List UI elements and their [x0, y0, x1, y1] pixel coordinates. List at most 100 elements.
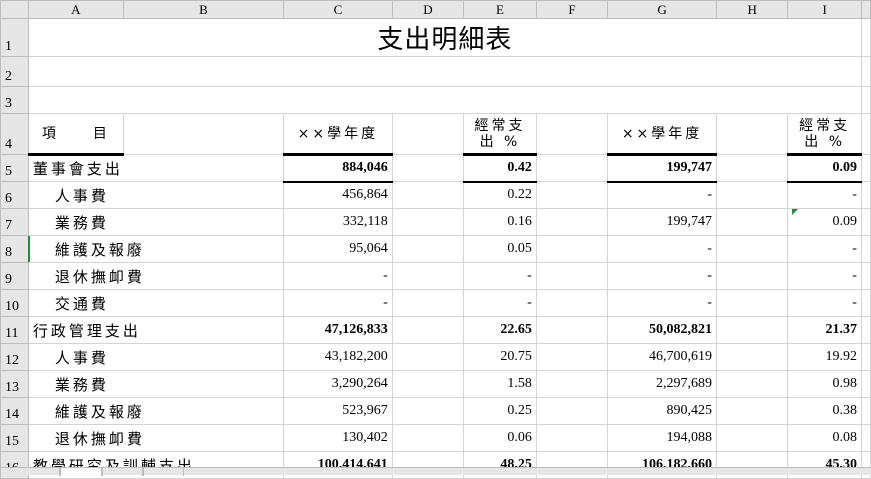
row-header[interactable]: 7 [0, 208, 29, 236]
row-header[interactable]: 15 [0, 424, 29, 452]
cell[interactable] [535, 262, 609, 290]
column-header-j[interactable] [860, 0, 871, 19]
cell-year2-pct[interactable]: 0.98 [787, 370, 862, 398]
cell-year1-amount[interactable]: 130,402 [283, 424, 393, 452]
cell-year2-amount[interactable]: 199,747 [607, 208, 717, 236]
cell[interactable] [715, 370, 789, 398]
cell-year2-pct[interactable]: 21.37 [787, 316, 862, 344]
cell[interactable] [860, 343, 871, 371]
cell[interactable] [391, 154, 465, 182]
cell-year1-amount[interactable]: 456,864 [283, 181, 393, 209]
cell-year2-amount[interactable]: 46,700,619 [607, 343, 717, 371]
cell[interactable] [715, 424, 789, 452]
row-header[interactable]: 4 [0, 113, 29, 155]
cell[interactable] [860, 208, 871, 236]
row-label[interactable]: 董事會支出 [27, 154, 285, 182]
cell[interactable] [715, 397, 789, 425]
cell[interactable] [391, 113, 465, 155]
cell[interactable] [391, 397, 465, 425]
cell[interactable] [391, 424, 465, 452]
column-header-g[interactable]: G [607, 0, 717, 19]
cell-year2-pct[interactable]: 0.09 [787, 154, 862, 183]
cell-year2-pct[interactable]: 0.38 [787, 397, 862, 425]
cell[interactable] [715, 154, 789, 182]
cell[interactable] [715, 316, 789, 344]
row-header[interactable]: 9 [0, 262, 29, 290]
cell[interactable] [860, 397, 871, 425]
column-header-e[interactable]: E [463, 0, 537, 19]
row-header[interactable]: 11 [0, 316, 29, 344]
cell-year1-amount[interactable]: 332,118 [283, 208, 393, 236]
cell[interactable] [860, 18, 871, 57]
page-title[interactable]: 支出明細表 [27, 18, 862, 57]
row-header[interactable]: 1 [0, 18, 29, 57]
row-label[interactable]: 人事費 [27, 343, 285, 371]
cell-year1-amount[interactable]: - [283, 262, 393, 290]
header-year-2[interactable]: ××學年度 [607, 113, 717, 156]
cell[interactable] [535, 154, 609, 182]
row-header[interactable]: 5 [0, 154, 29, 182]
row-header[interactable]: 13 [0, 370, 29, 398]
cell[interactable] [391, 289, 465, 317]
cell[interactable] [860, 181, 871, 209]
cell-year1-pct[interactable]: - [463, 262, 537, 290]
cell-year2-pct[interactable]: 19.92 [787, 343, 862, 371]
cell-year1-amount[interactable]: - [283, 289, 393, 317]
column-header-a[interactable]: A [27, 0, 124, 19]
cell-year2-pct[interactable]: - [787, 262, 862, 290]
cell[interactable] [860, 370, 871, 398]
cell-year2-amount[interactable]: 890,425 [607, 397, 717, 425]
header-pct-1[interactable]: 經常支出 % [463, 113, 537, 156]
column-header-b[interactable]: B [122, 0, 285, 19]
cell-year1-pct[interactable]: 1.58 [463, 370, 537, 398]
row-header[interactable]: 6 [0, 181, 29, 209]
cell-year1-pct[interactable]: 0.06 [463, 424, 537, 452]
cell[interactable] [391, 343, 465, 371]
row-label[interactable]: 人事費 [27, 181, 285, 209]
column-header-d[interactable]: D [391, 0, 465, 19]
cell[interactable] [535, 181, 609, 209]
row-header[interactable]: 14 [0, 397, 29, 425]
cell[interactable] [391, 181, 465, 209]
cell-year1-pct[interactable]: 0.05 [463, 235, 537, 263]
row-label[interactable]: 維護及報廢 [27, 235, 285, 263]
row-label[interactable]: 交通費 [27, 289, 285, 317]
cell-year2-pct[interactable]: 0.08 [787, 424, 862, 452]
cell[interactable] [27, 56, 862, 87]
cell[interactable] [715, 208, 789, 236]
row-label[interactable]: 行政管理支出 [27, 316, 285, 344]
cell-year2-amount[interactable]: - [607, 235, 717, 263]
cell[interactable] [860, 424, 871, 452]
cell[interactable] [27, 86, 862, 114]
cell[interactable] [391, 262, 465, 290]
row-header[interactable]: 10 [0, 289, 29, 317]
cell[interactable] [715, 113, 789, 155]
row-label[interactable]: 業務費 [27, 370, 285, 398]
cell[interactable] [535, 424, 609, 452]
cell[interactable] [860, 56, 871, 87]
cell[interactable] [391, 316, 465, 344]
cell-year2-amount[interactable]: 194,088 [607, 424, 717, 452]
cell[interactable] [391, 235, 465, 263]
cell-year1-pct[interactable]: 22.65 [463, 316, 537, 344]
cell[interactable] [860, 262, 871, 290]
sheet-tab[interactable] [0, 468, 60, 476]
column-header-f[interactable]: F [535, 0, 609, 19]
row-header[interactable]: 2 [0, 56, 29, 87]
cell-year1-amount[interactable]: 523,967 [283, 397, 393, 425]
cell[interactable] [715, 343, 789, 371]
row-header[interactable]: 8 [0, 235, 29, 263]
cell-year1-amount[interactable]: 884,046 [283, 154, 393, 183]
row-label[interactable]: 維護及報廢 [27, 397, 285, 425]
cell[interactable] [535, 397, 609, 425]
header-pct-2[interactable]: 經常支出 % [787, 113, 862, 156]
cell[interactable] [860, 316, 871, 344]
cell[interactable] [715, 235, 789, 263]
header-year-1[interactable]: ××學年度 [283, 113, 393, 156]
cell-year2-pct[interactable]: - [787, 181, 862, 209]
row-label[interactable]: 退休撫卹費 [27, 424, 285, 452]
cell-year1-pct[interactable]: 0.16 [463, 208, 537, 236]
cell-year2-pct[interactable]: - [787, 235, 862, 263]
cell-year1-amount[interactable]: 3,290,264 [283, 370, 393, 398]
cell[interactable] [860, 86, 871, 114]
